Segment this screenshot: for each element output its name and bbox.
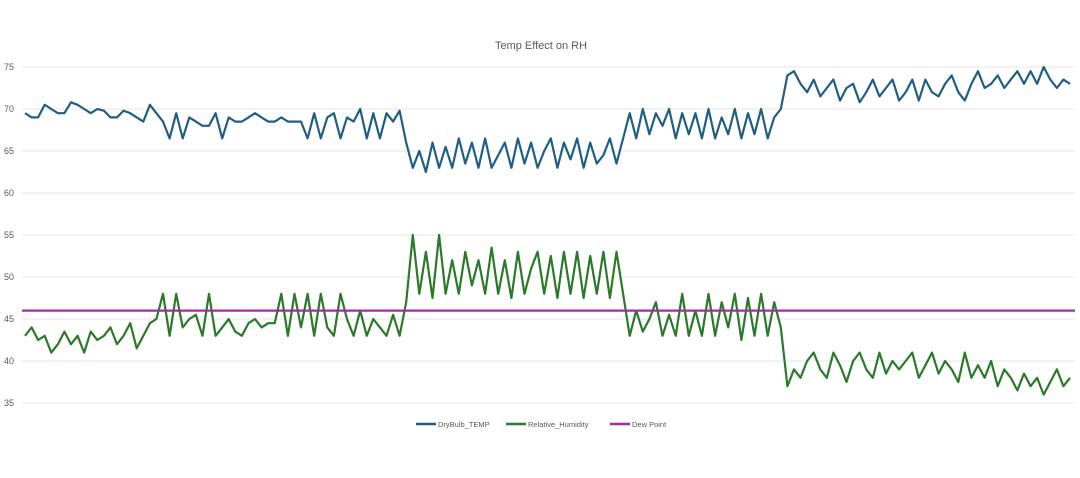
- y-tick-label: 60: [4, 188, 14, 198]
- series-line-drybulb-temp: [24, 65, 1071, 174]
- y-tick-label: 50: [4, 272, 14, 282]
- chart-title: Temp Effect on RH: [495, 40, 587, 52]
- y-tick-label: 45: [4, 314, 14, 324]
- y-tick-label: 40: [4, 356, 14, 366]
- legend-label: Dew Point: [632, 420, 667, 429]
- legend-item: DryBulb_TEMP: [416, 420, 490, 429]
- legend-label: Relative_Humidity: [528, 420, 589, 429]
- y-tick-label: 70: [4, 104, 14, 114]
- y-tick-label: 35: [4, 398, 14, 408]
- y-tick-label: 55: [4, 230, 14, 240]
- series-lines: [22, 65, 1075, 396]
- y-tick-label: 75: [4, 62, 14, 72]
- y-axis-ticks: 35 40 45 50 55 60 65 70 75: [4, 62, 14, 408]
- gridlines: [22, 66, 1075, 404]
- legend-item: Relative_Humidity: [506, 420, 589, 429]
- legend-item: Dew Point: [610, 420, 667, 429]
- series-line-relative-humidity: [24, 233, 1071, 396]
- legend-label: DryBulb_TEMP: [438, 420, 490, 429]
- legend: DryBulb_TEMP Relative_Humidity Dew Point: [416, 420, 667, 429]
- y-tick-label: 65: [4, 146, 14, 156]
